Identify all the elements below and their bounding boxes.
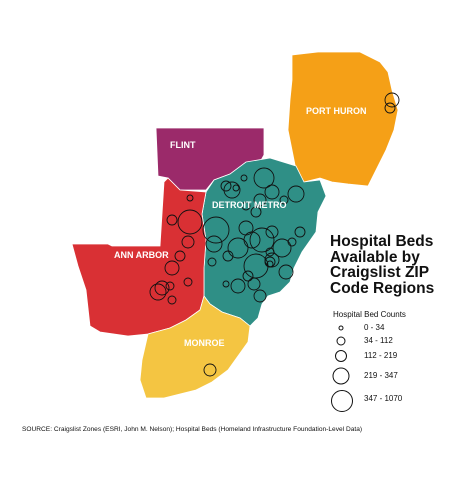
legend-item: 0 - 34: [330, 320, 470, 346]
hospital-circle-marker: [203, 363, 217, 377]
hospital-circle-marker: [294, 226, 306, 238]
legend-item: 112 - 219: [330, 348, 470, 374]
region-monroe[interactable]: [139, 295, 251, 399]
legend-circle-icon: [336, 336, 346, 346]
hospital-circle-marker: [272, 238, 292, 258]
hospital-circle-marker: [264, 184, 280, 200]
hospital-circle-marker: [287, 185, 305, 203]
label-flint: FLINT: [170, 140, 196, 150]
hospital-circle-marker: [384, 92, 400, 108]
hospital-circle-marker: [164, 260, 180, 276]
hospital-circle-marker: [222, 280, 230, 288]
label-detroit-metro: DETROIT METRO: [212, 200, 287, 210]
hospital-circle-marker: [266, 260, 274, 268]
hospital-circle-marker: [186, 194, 194, 202]
legend-item: 219 - 347: [330, 367, 470, 393]
legend-label: 0 - 34: [364, 323, 385, 332]
hospital-circle-marker: [265, 247, 275, 257]
label-monroe: MONROE: [184, 338, 225, 348]
hospital-circle-marker: [265, 225, 279, 239]
hospital-circle-marker: [205, 235, 223, 253]
hospital-circle-marker: [241, 201, 251, 211]
hospital-circle-marker: [166, 214, 178, 226]
legend-item: 347 - 1070: [330, 389, 470, 415]
hospital-circle-marker: [220, 180, 232, 192]
legend-item: 34 - 112: [330, 333, 470, 359]
hospital-circle-marker: [177, 209, 203, 235]
hospital-circle-marker: [222, 250, 234, 262]
hospital-circle-marker: [253, 193, 267, 207]
hospital-circle-marker: [230, 278, 246, 294]
hospital-circle-marker: [174, 250, 186, 262]
source-note: SOURCE: Craigslist Zones (ESRI, John M. …: [22, 426, 363, 433]
hospital-circle-marker: [253, 289, 267, 303]
legend-circle-icon: [338, 325, 344, 331]
hospital-circle-marker: [223, 181, 241, 199]
legend-label: 219 - 347: [364, 371, 398, 380]
hospital-circle-marker: [183, 277, 193, 287]
legend-label: 347 - 1070: [364, 394, 403, 403]
hospital-circle-marker: [240, 174, 248, 182]
hospital-circle-marker: [250, 206, 262, 218]
hospital-circles: [149, 92, 400, 377]
legend-label: 112 - 219: [364, 351, 398, 360]
label-port-huron: PORT HURON: [306, 106, 367, 116]
hospital-circle-marker: [154, 280, 170, 296]
legend-title: Hospital Bed Counts: [333, 310, 406, 319]
hospital-circle-marker: [165, 281, 175, 291]
hospital-circle-marker: [278, 264, 294, 280]
region-port-huron[interactable]: [287, 51, 399, 187]
legend-label: 34 - 112: [364, 336, 393, 345]
hospital-circle-marker: [167, 295, 177, 305]
hospital-circle-marker: [287, 237, 297, 247]
hospital-circle-marker: [181, 235, 195, 249]
hospital-circle-marker: [253, 167, 275, 189]
legend-circle-icon: [332, 367, 350, 385]
legend-circle-icon: [335, 350, 347, 362]
hospital-circle-marker: [202, 216, 230, 244]
hospital-circle-marker: [242, 270, 254, 282]
hospital-circle-marker: [243, 231, 261, 249]
hospital-circle-marker: [207, 257, 217, 267]
hospital-circle-marker: [149, 283, 167, 301]
legend-circle-icon: [331, 390, 353, 412]
hospital-circle-marker: [279, 195, 289, 205]
hospital-circle-marker: [247, 277, 261, 291]
label-ann-arbor: ANN ARBOR: [114, 250, 169, 260]
hospital-circle-marker: [227, 237, 249, 259]
hospital-circle-marker: [384, 102, 396, 114]
hospital-circle-marker: [249, 227, 275, 253]
hospital-circle-marker: [232, 184, 240, 192]
map-title: Hospital Beds Available by Craigslist ZI…: [330, 233, 435, 297]
